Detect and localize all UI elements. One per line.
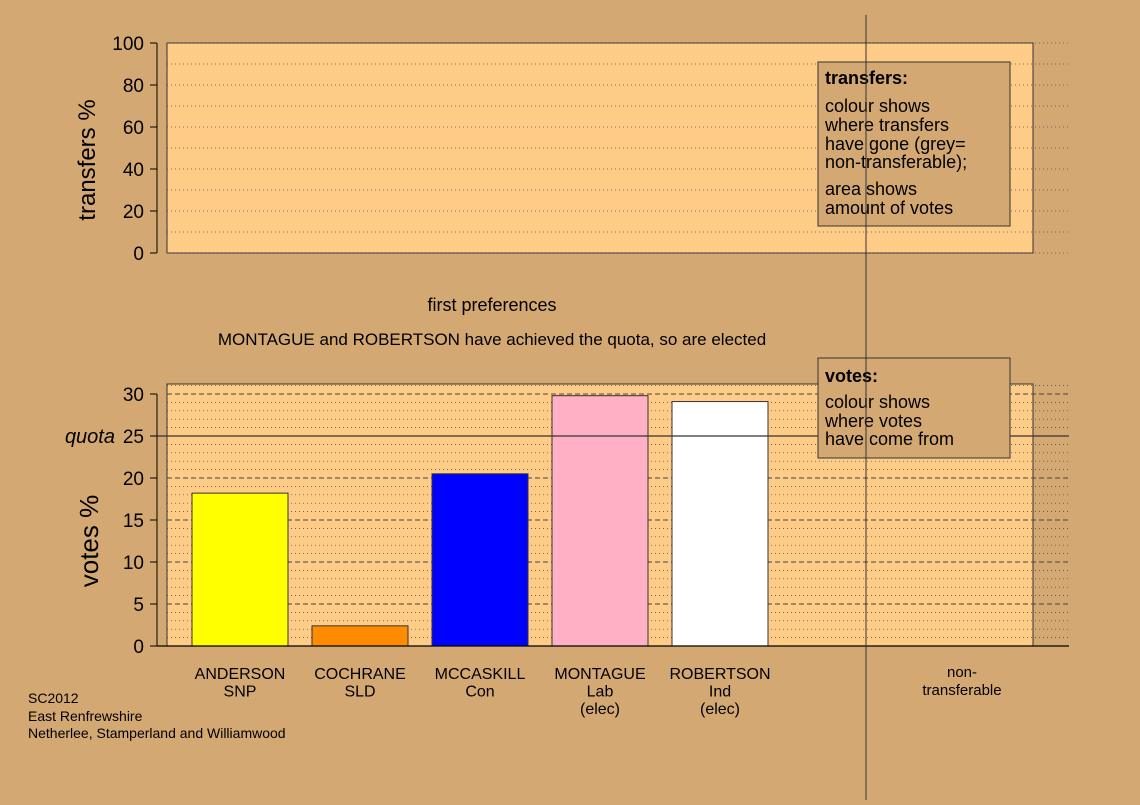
bar (191, 492, 289, 647)
transfers-y-axis: 0 20 40 60 80 100 (112, 34, 158, 265)
category-label: SNP (224, 684, 257, 701)
votes-y-axis: 0 5 10 15 20 25 30 (123, 385, 158, 658)
footer-line: East Renfrewshire (28, 708, 143, 724)
category-label: MONTAGUE (554, 666, 645, 683)
votes-legend: votes: colour shows where votes have com… (817, 357, 1011, 459)
category-label: (elec) (580, 701, 620, 718)
votes-bars (157, 395, 1069, 647)
votes-legend-line: colour shows (825, 392, 930, 412)
category-label: MCCASKILL (435, 666, 526, 683)
y-tick-label: 40 (123, 160, 144, 181)
quota-label: quota (65, 426, 115, 448)
votes-legend-box (817, 357, 1011, 459)
votes-legend-line: have come from (825, 429, 954, 449)
y-tick-label: 20 (123, 469, 144, 490)
non-transferable-label: transferable (922, 682, 1001, 699)
transfers-legend-line: colour shows (825, 96, 930, 116)
category-label: (elec) (700, 701, 740, 718)
bar (551, 395, 649, 647)
category-label: ROBERTSON (669, 666, 770, 683)
y-tick-label: 60 (123, 118, 144, 139)
category-label: Con (465, 684, 494, 701)
chart-subtitle: MONTAGUE and ROBERTSON have achieved the… (218, 330, 766, 349)
bar (671, 401, 769, 647)
footer-line: SC2012 (28, 690, 79, 706)
y-tick-label: 0 (133, 244, 144, 265)
footer-line: Netherlee, Stamperland and Williamwood (28, 725, 286, 741)
y-tick-label: 10 (123, 553, 144, 574)
bar (311, 625, 409, 647)
transfers-panel: 0 20 40 60 80 100 transfers % transfers: colo… (74, 34, 1069, 265)
votes-y-axis-label: votes % (74, 495, 104, 588)
category-label: ANDERSON (195, 666, 286, 683)
transfers-legend-line: amount of votes (825, 198, 953, 218)
y-tick-label: 30 (123, 385, 144, 406)
y-tick-label: 5 (133, 595, 144, 616)
category-label: SLD (344, 684, 375, 701)
transfers-legend-title: transfers: (825, 68, 908, 88)
transfers-legend-line: non-transferable); (825, 152, 967, 172)
y-tick-label: 15 (123, 511, 144, 532)
non-transferable-label: non- (947, 664, 977, 681)
y-tick-label: 25 (123, 427, 144, 448)
transfers-legend-line: where transfers (824, 115, 949, 135)
category-label: Ind (709, 684, 731, 701)
footer: SC2012 East Renfrewshire Netherlee, Stam… (28, 690, 286, 741)
transfers-legend-line: have gone (grey= (825, 134, 966, 154)
transfers-legend-line: area shows (825, 179, 917, 199)
transfers-legend-box (817, 61, 1011, 227)
transfers-y-axis-label: transfers % (74, 99, 101, 220)
votes-legend-line: where votes (824, 411, 922, 431)
y-tick-label: 100 (112, 34, 144, 55)
transfers-legend: transfers: colour shows where transfers … (817, 61, 1011, 227)
bar (431, 473, 529, 647)
y-tick-label: 0 (133, 637, 144, 658)
votes-legend-title: votes: (825, 366, 878, 386)
category-label: Lab (587, 684, 614, 701)
y-tick-label: 20 (123, 202, 144, 223)
chart-title: first preferences (427, 295, 556, 315)
category-label: COCHRANE (314, 666, 406, 683)
y-tick-label: 80 (123, 76, 144, 97)
